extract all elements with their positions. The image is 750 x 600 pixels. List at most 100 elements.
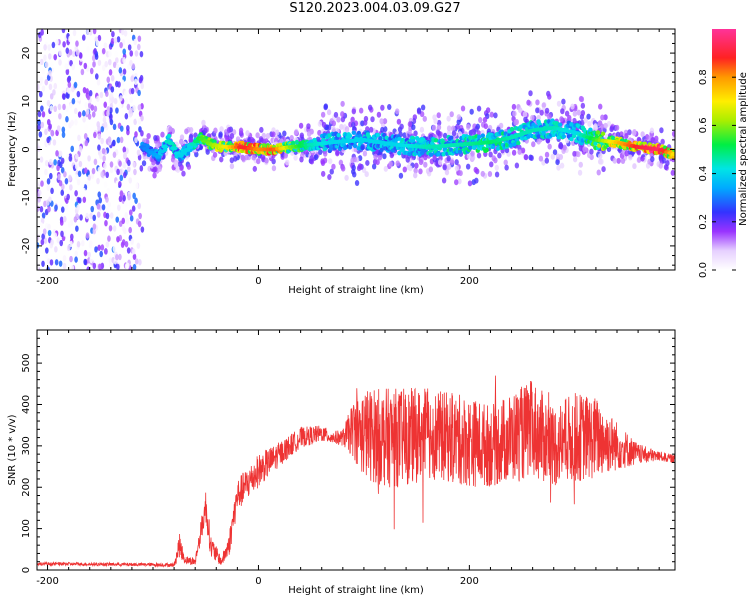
spectrogram-halo-cell <box>465 124 471 131</box>
spectrogram-noise-cell <box>96 177 100 185</box>
spectrogram-halo-cell <box>320 111 326 118</box>
spectrogram-halo-cell <box>388 160 393 167</box>
spectrogram-noise-cell <box>130 238 134 245</box>
spectrogram-halo-cell <box>373 153 378 160</box>
spectrogram-halo-cell <box>559 116 564 123</box>
spectrogram-noise-cell <box>104 60 109 68</box>
spectrogram-halo-cell <box>245 130 250 137</box>
spectrogram-noise-cell <box>101 47 106 55</box>
spectrogram-noise-cell <box>40 105 44 112</box>
spectrogram-noise-cell <box>123 200 128 207</box>
spectrogram-noise-cell <box>118 160 122 167</box>
spectrogram-halo-cell <box>530 114 535 121</box>
spectrogram-noise-cell <box>103 101 108 108</box>
spectrogram-halo-cell <box>556 100 562 107</box>
spectrogram-noise-cell <box>43 237 48 244</box>
spectrogram-noise-cell <box>117 204 121 211</box>
spectrogram-noise-cell <box>94 73 99 80</box>
spectrogram-halo-cell <box>562 144 567 151</box>
spectrogram-halo-cell <box>600 114 605 121</box>
spectrogram-halo-cell <box>419 126 425 133</box>
spectrogram-halo-cell <box>478 117 483 124</box>
spectrogram-noise-cell <box>77 111 82 118</box>
spectrogram-halo-cell <box>407 121 413 128</box>
snr-y-ticks: 0 100 200 300 400 500 <box>21 337 675 573</box>
spectrogram-halo-cell <box>394 108 400 115</box>
spectrogram-noise-cell <box>59 239 64 247</box>
spectrogram-noise-cell <box>126 247 131 254</box>
spectrogram-halo-cell <box>559 162 565 169</box>
spectrogram-halo-cell <box>398 172 404 179</box>
spectrogram-noise-cell <box>125 262 130 269</box>
spectrogram-halo-cell <box>442 132 448 139</box>
spectrogram-noise-cell <box>123 171 127 179</box>
spectrogram-noise-cell <box>39 222 44 229</box>
spectrogram-image <box>37 29 675 270</box>
spectrogram-noise-cell <box>64 178 69 185</box>
spectrogram-noise-cell <box>139 50 144 58</box>
spectrogram-noise-cell <box>60 78 64 85</box>
spectrogram-noise-cell <box>101 204 106 211</box>
spectrogram-halo-cell <box>671 130 675 137</box>
spectrogram-noise-cell <box>84 124 89 131</box>
spectrogram-noise-cell <box>120 116 124 123</box>
spectrogram-halo-cell <box>413 172 418 179</box>
spectrogram-noise-cell <box>73 216 78 223</box>
spectrogram-noise-cell <box>45 247 49 254</box>
spectrogram-halo-cell <box>503 159 508 166</box>
spectrogram-noise-cell <box>132 161 137 168</box>
spectrogram-halo-cell <box>526 99 531 106</box>
spectrogram-halo-cell <box>454 159 459 166</box>
spectrogram-noise-cell <box>105 171 109 179</box>
spectrogram-halo-cell <box>423 154 428 161</box>
spectrogram-noise-cell <box>76 178 81 186</box>
spectrogram-ridge-peak <box>161 144 169 149</box>
spectrogram-halo-cell <box>368 126 374 133</box>
spectrogram-noise-cell <box>50 187 54 195</box>
spectrogram-noise-cell <box>73 81 78 89</box>
spectrogram-ridge-cell <box>166 133 172 139</box>
spectrogram-halo-cell <box>153 135 158 142</box>
spectrogram-halo-cell <box>340 165 346 172</box>
spectrogram-ridge-cell <box>360 145 365 151</box>
spectrogram-halo-cell <box>306 130 312 137</box>
spectrogram-halo-cell <box>340 100 345 107</box>
spectrogram-noise-cell <box>56 164 60 172</box>
spectrogram-halo-cell <box>517 148 522 155</box>
spectrogram-halo-cell <box>612 157 617 164</box>
spectrogram-noise-cell <box>94 53 99 60</box>
spectrogram-halo-cell <box>293 129 299 136</box>
spectrogram-halo-cell <box>241 155 246 162</box>
spectrogram-noise-cell <box>109 212 114 219</box>
spectrogram-noise-cell <box>93 158 98 166</box>
spectrogram-halo-cell <box>339 123 344 130</box>
spectrogram-noise-cell <box>103 162 107 170</box>
spectrogram-noise-cell <box>90 205 95 213</box>
spectrogram-halo-cell <box>632 163 637 170</box>
spectrogram-noise-cell <box>92 29 97 35</box>
spectrogram-noise-cell <box>66 76 71 83</box>
spectrogram-halo-cell <box>218 131 223 138</box>
spectrogram-noise-cell <box>96 95 100 102</box>
spectrogram-noise-cell <box>109 113 113 120</box>
spectrogram-ridge-cell <box>352 143 358 149</box>
spectrogram-halo-cell <box>282 130 287 137</box>
spectrogram-noise-cell <box>126 103 131 111</box>
spectrogram-noise-cell <box>76 90 81 98</box>
spectrogram-halo-cell <box>624 150 629 157</box>
spectrogram-noise-cell <box>62 93 66 100</box>
spectrogram-ridge-cell <box>557 122 563 127</box>
spectrogram-halo-cell <box>493 112 498 119</box>
spectrogram-halo-cell <box>512 110 517 117</box>
spectrogram-halo-cell <box>541 102 546 109</box>
spectrogram-noise-cell <box>123 151 127 159</box>
spectrogram-noise-cell <box>119 95 123 102</box>
spectrogram-halo-cell <box>351 108 356 115</box>
spectrogram-noise-cell <box>134 228 139 236</box>
spectrogram-noise-cell <box>69 184 73 191</box>
spectrogram-halo-cell <box>650 156 655 163</box>
spectrogram-halo-cell <box>572 156 578 163</box>
spectrogram-halo-cell <box>446 155 451 162</box>
spectrogram-noise-cell <box>76 204 80 211</box>
spectrogram-halo-cell <box>335 149 340 156</box>
